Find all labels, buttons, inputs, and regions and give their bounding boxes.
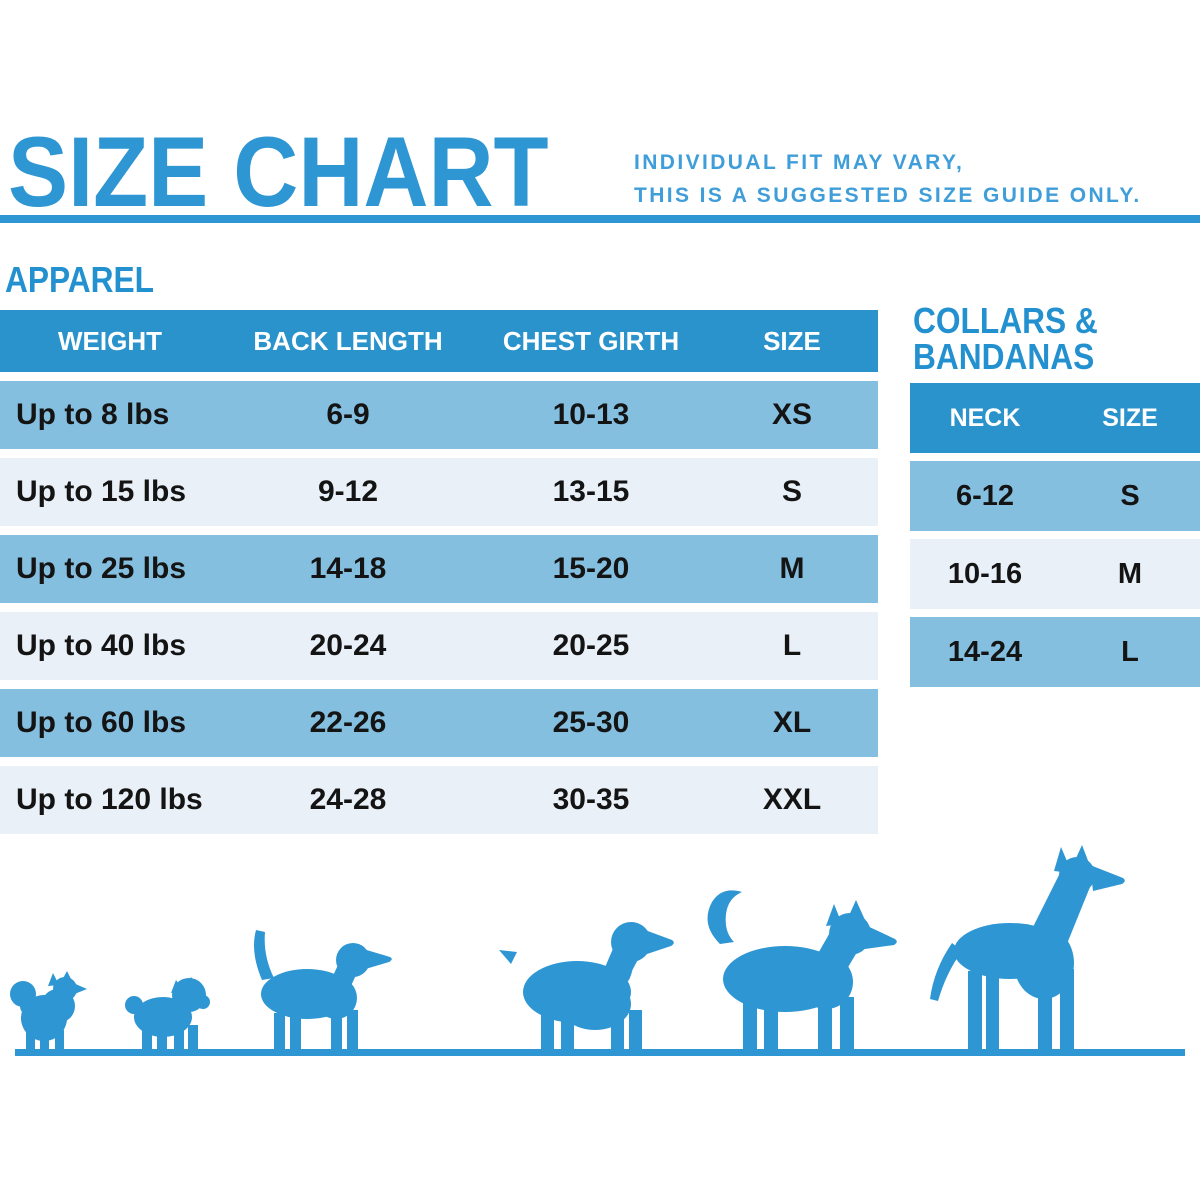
cell-size: M bbox=[779, 552, 805, 585]
subtitle: INDIVIDUAL FIT MAY VARY, THIS IS A SUGGE… bbox=[634, 146, 1142, 212]
cell-size: S bbox=[781, 475, 802, 508]
table-row: Up to 40 lbs 20-24 20-25 L bbox=[0, 612, 878, 680]
subtitle-line-1: INDIVIDUAL FIT MAY VARY, bbox=[634, 151, 965, 174]
cell-back-length: 9-12 bbox=[317, 475, 379, 508]
cell-chest-girth: 20-25 bbox=[552, 629, 630, 662]
cell-weight: Up to 120 lbs bbox=[16, 783, 203, 816]
cell-size: XL bbox=[772, 706, 812, 739]
ground-line bbox=[15, 1049, 1185, 1056]
cell-chest-girth: 15-20 bbox=[552, 552, 630, 585]
apparel-heading: APPAREL bbox=[5, 259, 155, 300]
cell-chest-girth: 30-35 bbox=[552, 783, 630, 816]
cell-size: XXL bbox=[762, 783, 822, 816]
cell-neck: 10-16 bbox=[947, 557, 1023, 590]
dog-husky-icon bbox=[688, 882, 898, 1050]
cell-weight: Up to 60 lbs bbox=[16, 706, 187, 739]
collars-header-row: NECK SIZE bbox=[910, 383, 1200, 453]
apparel-table: WEIGHT BACK LENGTH CHEST GIRTH SIZE Up t… bbox=[0, 310, 878, 843]
column-header-back-length: BACK LENGTH bbox=[253, 325, 443, 356]
subtitle-line-2: THIS IS A SUGGESTED SIZE GUIDE ONLY. bbox=[634, 184, 1142, 207]
table-row: 10-16 M bbox=[910, 539, 1200, 609]
cell-size: L bbox=[1121, 635, 1139, 668]
cell-back-length: 6-9 bbox=[326, 398, 370, 431]
cell-weight: Up to 40 lbs bbox=[16, 629, 187, 662]
cell-size: L bbox=[782, 629, 802, 662]
cell-back-length: 24-28 bbox=[309, 783, 387, 816]
apparel-header-row: WEIGHT BACK LENGTH CHEST GIRTH SIZE bbox=[0, 310, 878, 372]
column-header-chest-girth: CHEST GIRTH bbox=[502, 325, 680, 356]
table-row: Up to 60 lbs 22-26 25-30 XL bbox=[0, 689, 878, 757]
cell-weight: Up to 15 lbs bbox=[16, 475, 187, 508]
dog-pug-icon bbox=[118, 955, 218, 1050]
cell-neck: 14-24 bbox=[947, 635, 1023, 668]
collars-table: NECK SIZE 6-12 S 10-16 M 14-24 L bbox=[910, 383, 1200, 695]
table-row: Up to 8 lbs 6-9 10-13 XS bbox=[0, 381, 878, 449]
cell-weight: Up to 8 lbs bbox=[16, 398, 170, 431]
cell-size: XS bbox=[771, 398, 813, 431]
collars-heading: COLLARS & BANDANAS bbox=[913, 303, 1098, 375]
dog-pomeranian-icon bbox=[8, 962, 88, 1050]
dog-great-dane-icon bbox=[922, 845, 1127, 1050]
table-row: 6-12 S bbox=[910, 461, 1200, 531]
cell-size: S bbox=[1120, 479, 1140, 512]
cell-back-length: 14-18 bbox=[309, 552, 387, 585]
table-row: Up to 25 lbs 14-18 15-20 M bbox=[0, 535, 878, 603]
title-underline bbox=[0, 215, 1200, 223]
dog-cocker-spaniel-icon bbox=[495, 902, 675, 1050]
page-title: SIZE CHART bbox=[8, 116, 549, 227]
cell-neck: 6-12 bbox=[955, 479, 1015, 512]
cell-chest-girth: 13-15 bbox=[552, 475, 630, 508]
cell-size: M bbox=[1117, 557, 1143, 590]
table-row: Up to 120 lbs 24-28 30-35 XXL bbox=[0, 766, 878, 834]
table-row: Up to 15 lbs 9-12 13-15 S bbox=[0, 458, 878, 526]
cell-weight: Up to 25 lbs bbox=[16, 552, 187, 585]
cell-back-length: 20-24 bbox=[309, 629, 387, 662]
table-row: 14-24 L bbox=[910, 617, 1200, 687]
cell-chest-girth: 25-30 bbox=[552, 706, 630, 739]
column-header-size: SIZE bbox=[1102, 403, 1158, 432]
dog-beagle-icon bbox=[232, 918, 397, 1050]
column-header-size: SIZE bbox=[763, 325, 821, 356]
column-header-neck: NECK bbox=[949, 403, 1021, 432]
collars-heading-line-2: BANDANAS bbox=[913, 336, 1095, 377]
cell-back-length: 22-26 bbox=[309, 706, 387, 739]
cell-chest-girth: 10-13 bbox=[552, 398, 630, 431]
collars-heading-line-1: COLLARS & bbox=[913, 300, 1098, 341]
column-header-weight: WEIGHT bbox=[58, 325, 162, 356]
